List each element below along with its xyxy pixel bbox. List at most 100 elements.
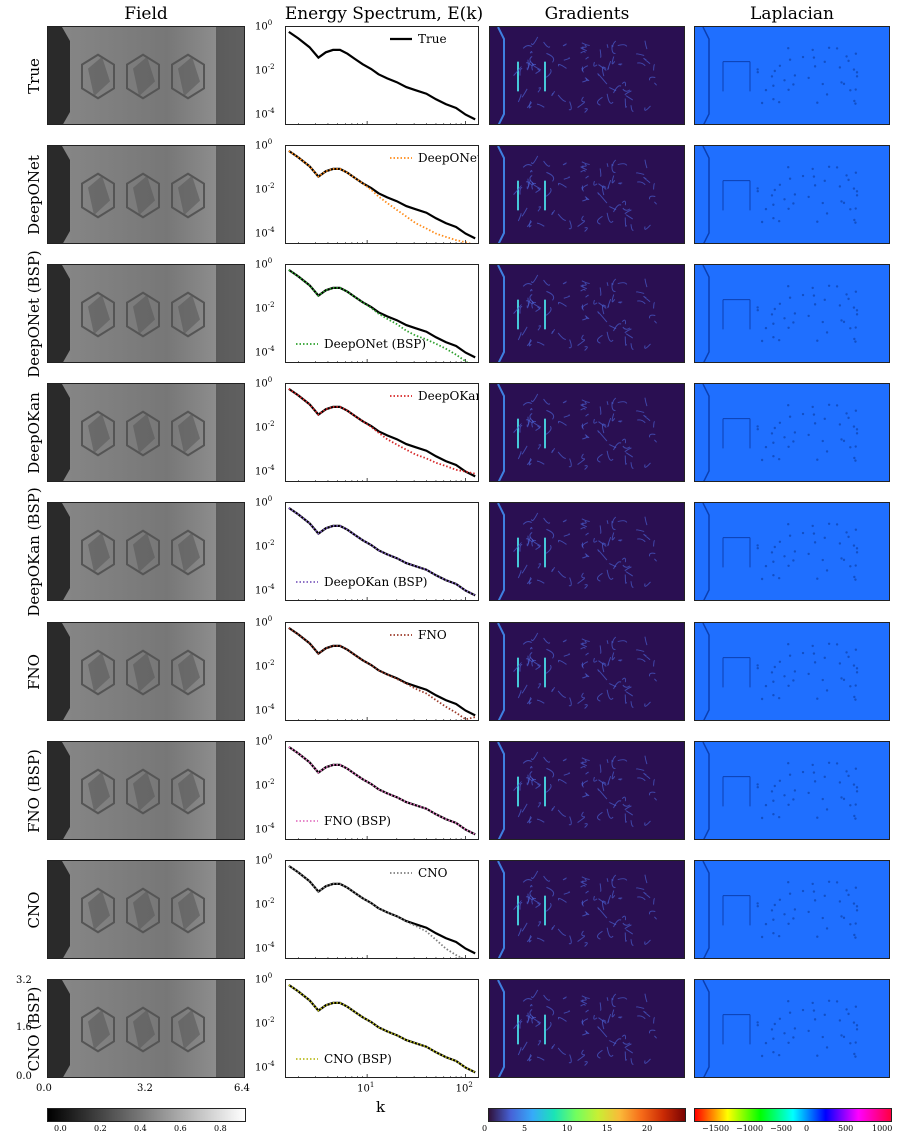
column-title-gradients: Gradients xyxy=(544,4,630,24)
laplacian-colorbar-tick: 500 xyxy=(838,1124,854,1133)
spectrum-y-tick: 100 xyxy=(255,138,273,152)
laplacian-colorbar-tick: −1500 xyxy=(702,1124,730,1133)
legend-label: FNO xyxy=(418,628,447,642)
field-panel xyxy=(47,383,245,482)
spectrum-panel: CNO (BSP) xyxy=(285,979,479,1078)
series-line-true xyxy=(288,626,476,717)
field-image xyxy=(48,861,244,958)
gradients-colorbar-tick: 0 xyxy=(482,1124,488,1133)
gradients-panel xyxy=(489,979,685,1078)
spectrum-y-tick: 10-2 xyxy=(255,181,275,196)
gradients-colorbar xyxy=(488,1108,686,1122)
field-image xyxy=(48,503,244,600)
field-panel xyxy=(47,741,245,840)
field-image xyxy=(48,265,244,362)
spectrum-plot: True xyxy=(286,27,478,124)
field-colorbar-tick: 0.4 xyxy=(134,1124,147,1133)
legend-label: CNO (BSP) xyxy=(324,1052,392,1066)
laplacian-image xyxy=(695,27,889,124)
laplacian-colorbar-tick: 0 xyxy=(804,1124,810,1133)
spectrum-y-tick: 100 xyxy=(255,495,273,509)
spectrum-y-tick: 100 xyxy=(255,853,273,867)
spectrum-y-tick: 10-2 xyxy=(255,538,275,553)
spectrum-y-tick: 10-2 xyxy=(255,62,275,77)
field-panel xyxy=(47,502,245,601)
spectrum-x-tick: 101 xyxy=(357,1081,375,1095)
field-colorbar-tick: 0.8 xyxy=(214,1124,227,1133)
spectrum-plot: DeepOKan xyxy=(286,384,478,481)
row-label: DeepONet xyxy=(25,154,43,235)
gradients-panel xyxy=(489,264,685,363)
spectrum-plot: DeepONet (BSP) xyxy=(286,265,478,362)
laplacian-panel xyxy=(694,979,890,1078)
spectrum-xlabel: k xyxy=(376,1098,386,1116)
spectrum-panel: FNO (BSP) xyxy=(285,741,479,840)
gradients-colorbar-tick: 20 xyxy=(642,1124,653,1133)
spectrum-y-tick: 100 xyxy=(255,734,273,748)
field-x-tick-0: 0.0 xyxy=(36,1083,52,1094)
field-x-tick-2: 6.4 xyxy=(234,1083,250,1094)
gradient-image xyxy=(490,265,684,362)
field-panel xyxy=(47,26,245,125)
gradient-image xyxy=(490,623,684,720)
series-line-true xyxy=(288,506,476,597)
spectrum-y-tick: 10-4 xyxy=(255,225,275,239)
laplacian-panel xyxy=(694,502,890,601)
legend-label: DeepOKan (BSP) xyxy=(324,575,427,589)
series-line-deeponet xyxy=(288,150,472,243)
gradients-colorbar-tick: 15 xyxy=(602,1124,613,1133)
gradient-image xyxy=(490,861,684,958)
laplacian-image xyxy=(695,265,889,362)
series-line-true xyxy=(288,268,476,359)
laplacian-panel xyxy=(694,383,890,482)
laplacian-image xyxy=(695,384,889,481)
laplacian-panel xyxy=(694,741,890,840)
laplacian-image xyxy=(695,861,889,958)
gradients-panel xyxy=(489,145,685,244)
spectrum-plot: CNO xyxy=(286,861,478,958)
spectrum-panel: DeepOKan (BSP) xyxy=(285,502,479,601)
laplacian-panel xyxy=(694,622,890,721)
spectrum-y-tick: 100 xyxy=(255,19,273,33)
laplacian-image xyxy=(695,503,889,600)
laplacian-panel xyxy=(694,264,890,363)
spectrum-plot: FNO xyxy=(286,623,478,720)
series-line-deepokan xyxy=(288,388,476,475)
spectrum-y-tick: 10-2 xyxy=(255,658,275,673)
series-line-true xyxy=(288,387,476,478)
field-colorbar-tick: 0.6 xyxy=(174,1124,187,1133)
gradients-panel xyxy=(489,860,685,959)
row-label: True xyxy=(25,57,43,94)
field-colorbar-tick: 0.0 xyxy=(54,1124,67,1133)
spectrum-x-tick: 102 xyxy=(455,1081,473,1095)
field-panel xyxy=(47,264,245,363)
column-title-spectrum: Energy Spectrum, E(k) xyxy=(284,4,484,24)
field-y-tick-mid: 1.6 xyxy=(16,1022,32,1033)
row-label: DeepOKan (BSP) xyxy=(25,486,43,617)
column-title-laplacian: Laplacian xyxy=(750,4,834,24)
gradient-image xyxy=(490,742,684,839)
gradient-image xyxy=(490,503,684,600)
row-label: FNO (BSP) xyxy=(25,748,43,833)
spectrum-panel: DeepOKan xyxy=(285,383,479,482)
gradients-panel xyxy=(489,26,685,125)
row-label: FNO xyxy=(25,653,43,690)
spectrum-plot: DeepOKan (BSP) xyxy=(286,503,478,600)
spectrum-y-tick: 10-2 xyxy=(255,1015,275,1030)
spectrum-y-tick: 10-4 xyxy=(255,940,275,954)
field-colorbar-tick: 0.2 xyxy=(94,1124,107,1133)
field-image xyxy=(48,27,244,124)
row-label: CNO xyxy=(25,891,43,928)
laplacian-image xyxy=(695,742,889,839)
series-line-true xyxy=(288,864,476,955)
series-line-true xyxy=(288,30,476,121)
legend-label: DeepONet xyxy=(418,151,479,165)
laplacian-image xyxy=(695,146,889,243)
field-image xyxy=(48,146,244,243)
spectrum-panel: CNO xyxy=(285,860,479,959)
row-label: DeepOKan xyxy=(25,391,43,474)
laplacian-colorbar-tick: −500 xyxy=(770,1124,792,1133)
legend-label: True xyxy=(418,32,447,46)
gradient-image xyxy=(490,980,684,1077)
spectrum-plot: CNO (BSP) xyxy=(286,980,478,1077)
